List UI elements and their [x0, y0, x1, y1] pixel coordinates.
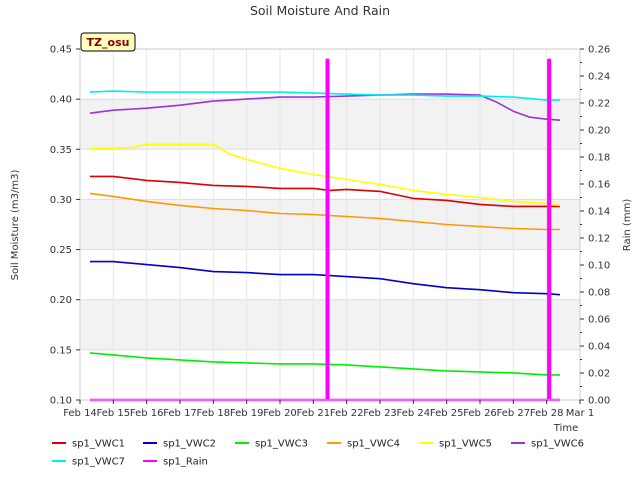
x-tick-label: Mar 1 [566, 408, 594, 419]
y2-tick-label: 0.04 [588, 342, 610, 353]
x-tick-label: Feb 23 [363, 408, 397, 419]
legend-label-sp1-vwc2: sp1_VWC2 [163, 439, 216, 450]
y2-tick-label: 0.20 [588, 126, 610, 137]
y2-tick-label: 0.14 [588, 207, 610, 218]
series-line-sp1-vwc7 [89, 90, 560, 101]
y-axis-ticks: 0.10 0.15 0.20 0.25 0.30 0.35 0.40 0.45 [50, 45, 80, 407]
y-tick-label: 0.15 [50, 345, 72, 356]
x-tick-label: Feb 16 [130, 408, 164, 419]
y2-tick-label: 0.08 [588, 288, 610, 299]
x-tick-label: Feb 26 [463, 408, 497, 419]
y-tick-label: 0.35 [50, 145, 72, 156]
legend-label-sp1-vwc4: sp1_VWC4 [347, 439, 400, 450]
y-tick-label: 0.20 [50, 295, 72, 306]
y2-tick-label: 0.24 [588, 72, 610, 83]
y2-axis-label: Rain (mm) [622, 199, 633, 252]
y2-tick-label: 0.26 [588, 45, 610, 56]
legend: sp1_VWC1 sp1_VWC2 sp1_VWC3 sp1_VWC4 sp1_VWC5… [52, 439, 584, 468]
x-tick-label: Feb 15 [97, 408, 131, 419]
x-tick-label: Feb 28 [530, 408, 564, 419]
x-tick-label: Feb 21 [297, 408, 331, 419]
series-line-sp1-vwc2 [90, 260, 561, 296]
legend-label-sp1-vwc6: sp1_VWC6 [531, 439, 584, 450]
background-band [80, 199, 580, 250]
legend-label-sp1-vwc7: sp1_VWC7 [72, 457, 125, 468]
background-band [80, 299, 580, 350]
y2-tick-label: 0.06 [588, 315, 610, 326]
legend-label-sp1-vwc3: sp1_VWC3 [255, 439, 308, 450]
series-line-sp1-vwc3 [89, 352, 560, 376]
series-line-sp1-vwc6 [89, 93, 561, 121]
y-tick-label: 0.40 [50, 95, 72, 106]
y2-tick-label: 0.00 [588, 396, 610, 407]
x-tick-label: Feb 19 [230, 408, 264, 419]
x-tick-label: Feb 20 [263, 408, 297, 419]
chart-title: Soil Moisture And Rain [250, 3, 390, 18]
y2-tick-label: 0.02 [588, 369, 610, 380]
legend-label-sp1-rain: sp1_Rain [163, 457, 208, 468]
x-axis-ticks: Feb 14 Feb 15 Feb 16 Feb 17 Feb 18 Feb 19 Feb … [63, 400, 594, 419]
y2-tick-label: 0.16 [588, 180, 610, 191]
site-label-background [80, 32, 136, 52]
y-axis-label: Soil Moisture (m3/m3) [10, 170, 21, 281]
legend-label-sp1-vwc1: sp1_VWC1 [72, 439, 125, 450]
x-tick-label: Feb 17 [163, 408, 197, 419]
site-label: TZ_osu [87, 36, 130, 49]
x-tick-label: Feb 25 [430, 408, 464, 419]
x-tick-label: Feb 24 [397, 408, 431, 419]
y2-tick-label: 0.12 [588, 234, 610, 245]
y2-tick-label: 0.18 [588, 153, 610, 164]
series-line-sp1-vwc4 [89, 192, 560, 231]
site-label-box: TZ_osu [80, 32, 136, 52]
background-bands [80, 99, 580, 350]
y2-axis-ticks: 0.00 0.02 0.04 0.06 0.08 0.10 0.12 0.14 0.16 0.18… [580, 45, 610, 407]
x-tick-label: Feb 22 [330, 408, 364, 419]
x-tick-label: Feb 18 [197, 408, 231, 419]
y2-tick-label: 0.10 [588, 261, 610, 272]
series-line-sp1-vwc5 [90, 143, 561, 207]
series-line-sp1-vwc1 [90, 175, 560, 208]
x-tick-label: Feb 14 [63, 408, 97, 419]
x-tick-label: Feb 27 [497, 408, 531, 419]
y-tick-label: 0.25 [50, 245, 72, 256]
x-axis-label: Time [553, 423, 578, 434]
y-tick-label: 0.30 [50, 195, 72, 206]
y-tick-label: 0.10 [50, 396, 72, 407]
legend-label-sp1-vwc5: sp1_VWC5 [439, 439, 492, 450]
y-tick-label: 0.45 [50, 45, 72, 56]
y2-tick-label: 0.22 [588, 99, 610, 110]
